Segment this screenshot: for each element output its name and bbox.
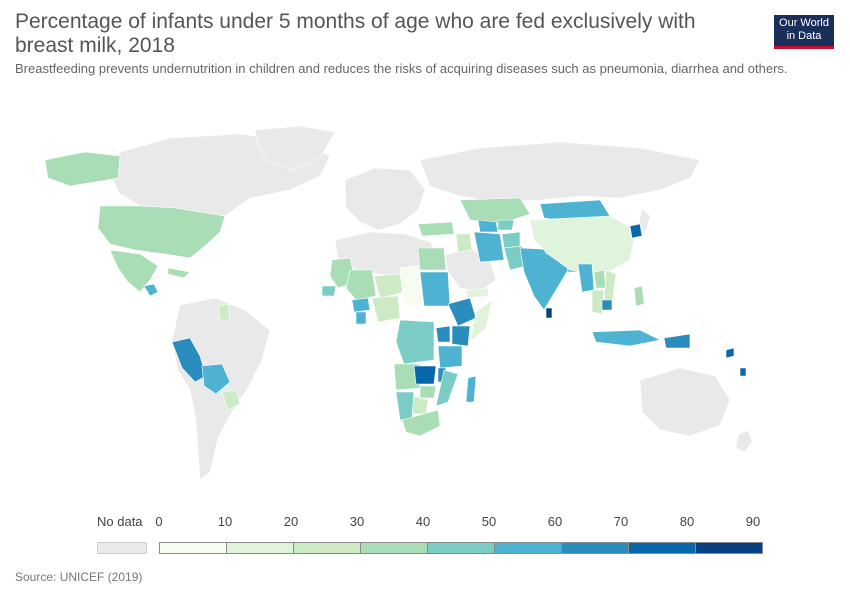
legend-ticks: 0 10 20 30 40 50 60 70 80 90 [0,514,850,534]
legend-tick: 60 [547,514,563,529]
legend-tick: 40 [415,514,431,529]
legend-bin[interactable] [561,542,628,554]
region-caribbean[interactable] [167,267,191,279]
chart-subtitle: Breastfeeding prevents undernutrition in… [15,61,788,76]
region-zimbabwe[interactable] [419,385,437,399]
land-with-data [44,151,747,437]
region-uzbekistan[interactable] [497,219,515,231]
region-turkey[interactable] [417,221,455,237]
region-chad[interactable] [399,265,423,307]
legend-bin[interactable] [293,542,360,554]
region-kazakhstan[interactable] [459,197,531,225]
region-solomon-islands[interactable] [725,347,735,359]
region-madagascar[interactable] [465,375,477,403]
region-ethiopia[interactable] [447,297,477,327]
region-laos[interactable] [593,269,607,289]
region-bolivia[interactable] [201,363,231,395]
region-turkmenistan[interactable] [477,219,499,233]
legend-tick: 90 [745,514,761,529]
region-uganda[interactable] [435,325,451,343]
region-south-africa[interactable] [401,409,441,437]
legend-bin[interactable] [628,542,695,554]
legend-bin[interactable] [360,542,427,554]
region-namibia[interactable] [395,391,415,421]
region-botswana[interactable] [411,395,429,415]
region-nigeria[interactable] [371,295,401,323]
legend-tick: 0 [155,514,163,529]
legend-bin[interactable] [159,542,226,554]
legend-tick: 20 [283,514,299,529]
legend-no-data-label: No data [97,514,143,529]
region-mali[interactable] [345,269,377,301]
region-zambia[interactable] [413,365,437,385]
legend-tick: 80 [679,514,695,529]
region-paraguay[interactable] [221,389,241,411]
region-iran[interactable] [473,231,505,263]
legend-tick: 30 [349,514,365,529]
region-mozambique[interactable] [435,369,459,407]
region-guyana[interactable] [217,303,231,321]
region-ghana[interactable] [355,311,367,325]
region-egypt[interactable] [417,247,447,271]
legend-tick: 10 [217,514,233,529]
legend-tick: 50 [481,514,497,529]
legend-color-bins [159,542,763,554]
region-vanuatu[interactable] [739,367,747,377]
logo-line1: Our World [779,17,829,29]
legend-bin[interactable] [226,542,293,554]
legend-bin[interactable] [427,542,494,554]
legend-bin[interactable] [494,542,561,554]
region-philippines[interactable] [633,285,645,307]
region-united-states[interactable] [97,205,226,259]
region-senegal[interactable] [321,285,337,297]
region-north-korea[interactable] [629,223,643,239]
region-afghanistan[interactable] [501,231,521,249]
region-yemen[interactable] [465,287,489,299]
logo-line2: in Data [786,30,822,42]
region-myanmar[interactable] [577,263,595,293]
region-guatemala[interactable] [143,283,159,297]
region-papua-new-guinea[interactable] [663,333,691,349]
legend-tick: 70 [613,514,629,529]
source-note: Source: UNICEF (2019) [15,570,143,584]
region-thailand[interactable] [591,289,605,315]
region-niger[interactable] [373,273,405,299]
region-sudan[interactable] [419,271,451,307]
region-iraq[interactable] [455,233,473,253]
region-burkina-faso[interactable] [351,297,371,313]
legend-bin[interactable] [695,542,763,554]
region-tanzania[interactable] [437,345,463,369]
chart-title: Percentage of infants under 5 months of … [15,10,696,57]
region-somalia[interactable] [469,299,493,343]
owid-logo[interactable]: Our World in Data [774,15,834,49]
region-kenya[interactable] [451,325,471,347]
region-sri-lanka[interactable] [545,307,553,319]
region-indonesia[interactable] [591,329,661,347]
legend-no-data-swatch[interactable] [97,542,147,554]
world-map[interactable] [0,120,850,505]
region-alaska[interactable] [44,151,121,187]
region-cambodia[interactable] [601,299,613,311]
region-dr-congo[interactable] [395,319,435,365]
